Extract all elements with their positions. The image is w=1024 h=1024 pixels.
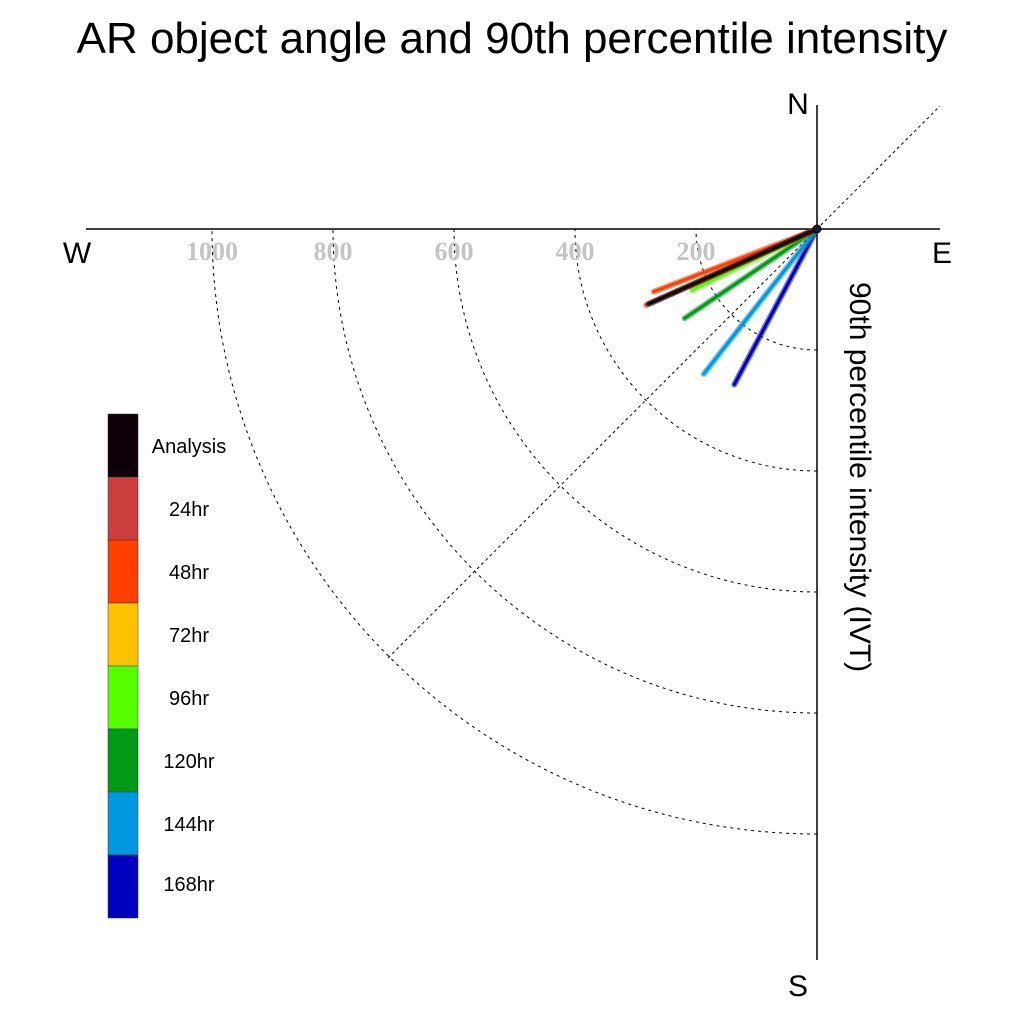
- compass-layer: N S E W: [63, 88, 952, 1003]
- compass-south: S: [788, 970, 808, 1003]
- vector-168hr: [731, 226, 820, 388]
- tick-label-1000: 1000: [186, 237, 238, 266]
- legend-swatch-96hr: [107, 665, 139, 730]
- diagonal-reference-line: [387, 105, 941, 659]
- compass-east: E: [932, 237, 952, 270]
- tick-layer: 200 400 600 800 1000: [186, 237, 716, 266]
- legend-label-analysis: Analysis: [152, 436, 226, 458]
- chart-title: AR object angle and 90th percentile inte…: [76, 14, 948, 63]
- tick-label-400: 400: [556, 237, 595, 266]
- tick-label-600: 600: [435, 237, 474, 266]
- tick-label-800: 800: [314, 237, 353, 266]
- vector-120hr: [681, 226, 820, 322]
- legend-swatch-72hr: [107, 602, 139, 667]
- legend-swatch-24hr: [107, 476, 139, 541]
- origin-point: [812, 224, 822, 234]
- legend-label-144hr: 144hr: [163, 814, 214, 836]
- legend-swatch-144hr: [107, 791, 139, 856]
- compass-north: N: [787, 88, 809, 121]
- compass-west: W: [63, 237, 92, 270]
- grid-layer: [211, 228, 818, 835]
- legend-swatch-48hr: [107, 539, 139, 604]
- legend-swatch-168hr: [107, 854, 139, 919]
- vector-144hr: [700, 226, 820, 377]
- legend-label-24hr: 24hr: [169, 499, 209, 521]
- grid-arc-400: [574, 228, 818, 472]
- legend-swatch-analysis: [107, 413, 139, 478]
- axes-layer: [86, 105, 941, 960]
- vector-analysis: [645, 226, 820, 307]
- grid-arc-600: [453, 228, 818, 593]
- legend-label-168hr: 168hr: [163, 874, 214, 896]
- grid-arc-1000: [211, 228, 818, 835]
- tick-label-200: 200: [677, 237, 716, 266]
- legend: Analysis 24hr 48hr 72hr 96hr 120hr 144hr 168hr: [107, 413, 226, 919]
- vector-layer: [643, 224, 822, 388]
- legend-label-72hr: 72hr: [169, 625, 209, 647]
- legend-label-48hr: 48hr: [169, 562, 209, 584]
- legend-label-120hr: 120hr: [163, 751, 214, 773]
- axis-label: 90th percentile intensity (IVT): [843, 282, 876, 672]
- legend-label-96hr: 96hr: [169, 688, 209, 710]
- legend-swatch-120hr: [107, 728, 139, 793]
